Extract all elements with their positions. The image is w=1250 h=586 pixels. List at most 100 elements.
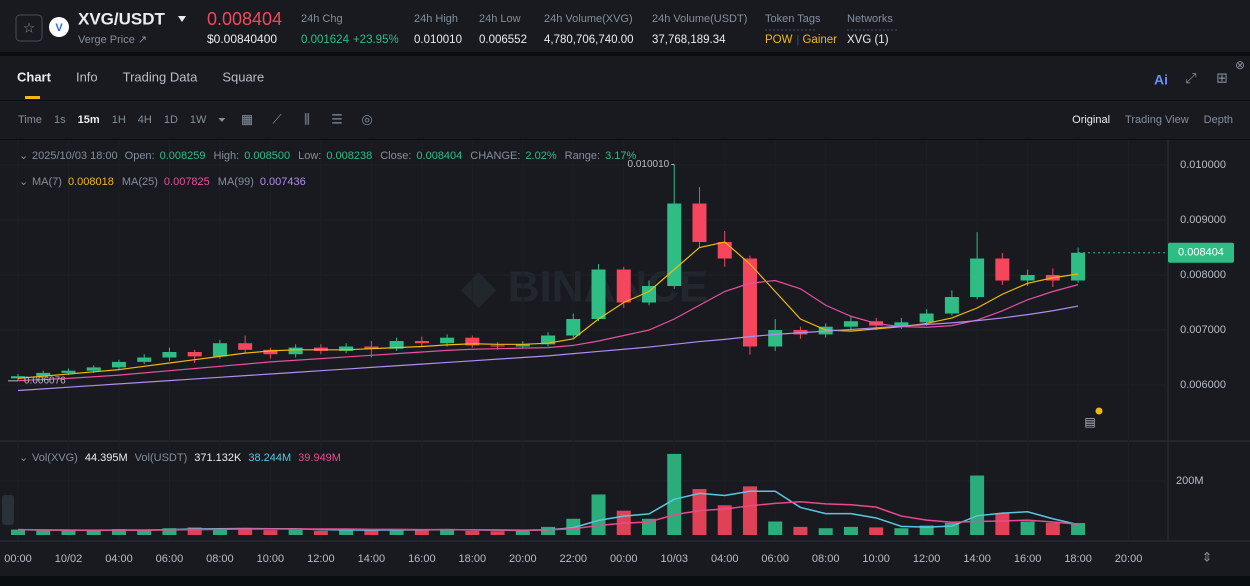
vol-legend: Vol(XVG)	[32, 452, 78, 464]
view-option[interactable]: Original	[1072, 114, 1110, 126]
view-option[interactable]: Trading View	[1125, 114, 1189, 126]
tab[interactable]: Square	[222, 69, 264, 84]
candle-body	[843, 321, 858, 327]
candle-body	[137, 357, 152, 362]
candle-body	[944, 297, 959, 314]
favorite-button[interactable]	[15, 14, 43, 42]
tool-icon[interactable]: ⫼	[304, 111, 310, 126]
x-tick-label: 12:00	[307, 553, 335, 565]
tool-icon[interactable]: ◎	[361, 111, 372, 126]
candle-body	[616, 269, 631, 303]
volume-bar	[591, 494, 606, 535]
y-tick-label: 0.008000	[1180, 269, 1226, 281]
candle-body	[11, 376, 25, 379]
interval[interactable]: 1s	[54, 114, 66, 126]
x-tick-label: 08:00	[812, 553, 840, 565]
chart-bg	[0, 140, 1250, 576]
volume-bar	[818, 528, 833, 535]
candle-body	[894, 322, 909, 326]
scroll-handle[interactable]	[2, 495, 14, 525]
candle-body	[86, 367, 101, 371]
coin-logo-mark: V	[55, 22, 63, 34]
stat-label: Networks	[847, 13, 893, 25]
stat-label: 24h Volume(USDT)	[652, 13, 747, 25]
x-tick-label: 14:00	[358, 553, 386, 565]
volume-bar	[490, 531, 505, 535]
ai-button[interactable]: Ai	[1154, 72, 1168, 88]
candle-body	[591, 269, 606, 320]
volume-bar	[894, 528, 909, 535]
volume-bar	[919, 525, 934, 535]
tool-icon[interactable]: ▦	[241, 111, 253, 126]
last-price-tag	[1168, 242, 1234, 263]
candle-body	[919, 313, 934, 323]
interval[interactable]: 15m	[78, 114, 100, 126]
interval[interactable]: 1W	[190, 114, 207, 126]
volume-bar	[414, 530, 429, 535]
interval[interactable]: 1D	[164, 114, 178, 126]
x-tick-label: 06:00	[761, 553, 789, 565]
volume-bar	[212, 529, 227, 535]
ma-legend-name: MA(25)	[122, 176, 158, 188]
tab[interactable]: Trading Data	[123, 69, 198, 84]
interval[interactable]: 4H	[138, 114, 152, 126]
tool-icon[interactable]: ☰	[331, 111, 343, 126]
x-tick-label: 10/03	[660, 553, 688, 565]
candle-body	[515, 344, 530, 347]
volume-bar	[339, 530, 354, 535]
interval-dropdown[interactable]	[218, 118, 226, 122]
vol-tick-label: 200M	[1176, 475, 1204, 487]
y-tick-label: 0.007000	[1180, 324, 1226, 336]
candle-body	[566, 319, 581, 336]
volume-bar	[465, 530, 480, 535]
price-link[interactable]: Verge Price ↗	[78, 34, 147, 46]
stat-value: 37,768,189.34	[652, 34, 726, 46]
alert-icon[interactable]: ▤	[1084, 415, 1095, 429]
tab[interactable]: Info	[76, 69, 98, 84]
candle-body	[364, 346, 379, 349]
ma-line	[17, 305, 1079, 392]
interval[interactable]: Time	[18, 114, 42, 126]
candle-body	[642, 286, 656, 303]
interval[interactable]: 1H	[112, 114, 126, 126]
layout-icon[interactable]: ⊞	[1216, 70, 1228, 86]
legend-label: Range:	[565, 150, 600, 162]
candle-body	[1020, 275, 1035, 281]
candle-body	[541, 335, 556, 345]
candle-body	[1071, 252, 1086, 281]
x-tick-label: 18:00	[1064, 553, 1092, 565]
symbol-dropdown[interactable]	[178, 16, 186, 22]
candle-body	[490, 345, 505, 347]
stat-label: 24h Low	[479, 13, 521, 25]
usd-price: $0.00840400	[207, 32, 277, 46]
close-icon[interactable]: ⊗	[1235, 58, 1245, 72]
alert-dot	[1095, 407, 1103, 415]
legend-value: 0.008238	[326, 150, 372, 162]
volume-bar	[288, 529, 303, 535]
x-tick-label: 22:00	[560, 553, 588, 565]
symbol[interactable]: XVG/USDT	[78, 9, 166, 28]
tool-icon[interactable]: ⟋	[272, 111, 282, 126]
legend-value: 3.17%	[605, 150, 636, 162]
candle-body	[263, 349, 278, 355]
tab[interactable]: Chart	[17, 69, 52, 84]
ma-legend-name: MA(99)	[218, 176, 254, 188]
stat-extra: +23.95%	[353, 34, 399, 46]
candle-body	[238, 343, 253, 350]
x-tick-label: 10:00	[257, 553, 285, 565]
x-tick-label: 12:00	[913, 553, 941, 565]
candle-body	[61, 370, 76, 373]
volume-bar	[1071, 523, 1086, 535]
collapse-icon: ⌄	[19, 176, 28, 188]
stat-label: 24h Volume(XVG)	[544, 13, 633, 25]
x-tick-label: 14:00	[963, 553, 991, 565]
axis-scale-icon[interactable]: ⇕	[1202, 549, 1213, 564]
star-icon[interactable]: ☆	[23, 20, 36, 36]
x-tick-label: 04:00	[711, 553, 739, 565]
volume-bar	[843, 526, 858, 535]
volume-bar	[717, 505, 732, 535]
fullscreen-icon[interactable]: ⤢	[1185, 70, 1196, 86]
stat-extra: Gainer	[802, 34, 837, 46]
volume-bar	[364, 529, 379, 535]
view-option[interactable]: Depth	[1204, 114, 1233, 126]
